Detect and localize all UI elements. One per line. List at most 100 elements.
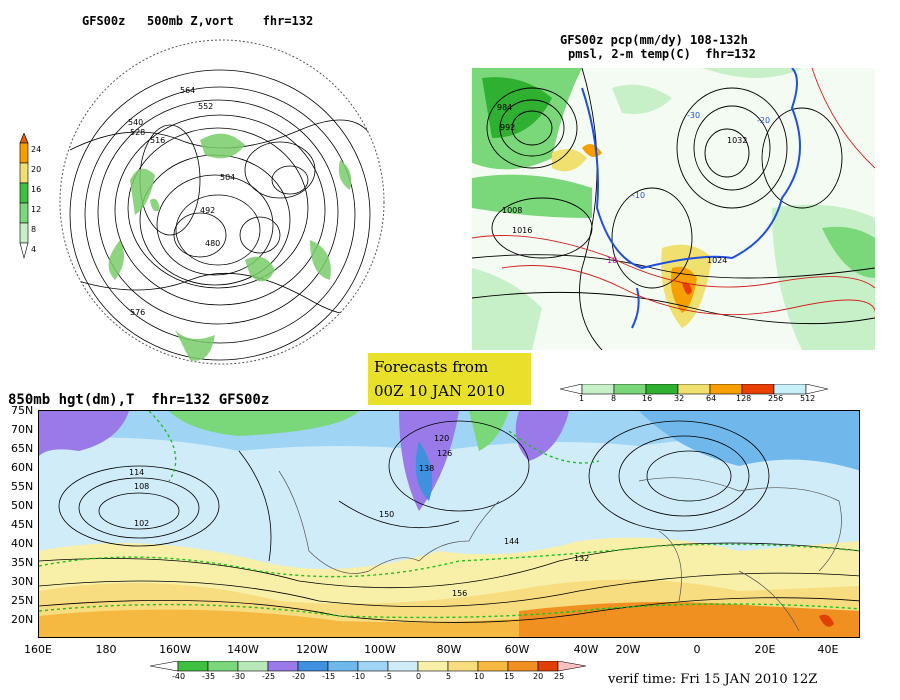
temp-tick-minus25: -25: [262, 672, 276, 681]
temp-tick-15: 15: [504, 672, 515, 681]
temperature-color-scale: -40 -35 -30 -25 -20 -15 -10 -5 0 5 10 15…: [149, 660, 590, 688]
precip-panel-title-line1: GFS00z pcp(mm/dy) 108-132h: [560, 33, 748, 47]
precip-pmsl-map[interactable]: 1008 1016 1024 1032 10 -10 -30 -20 984 9…: [472, 68, 875, 350]
h850-label-120: 120: [434, 434, 449, 443]
lat-label-60n: 60N: [11, 461, 34, 474]
freezing-line-contours: [581, 68, 801, 329]
forecast-line1: Forecasts from: [374, 358, 489, 376]
precip-color-scale: 1 8 16 32 64 128 256 512: [559, 383, 860, 407]
polar-label-528: 528: [130, 128, 145, 137]
h850-label-102: 102: [134, 519, 149, 528]
h850-label-150: 150: [379, 510, 394, 519]
temp-scale-svg: [149, 660, 587, 672]
h850-height-contours: [39, 420, 859, 623]
polar-panel-title: GFS00z 500mb Z,vort fhr=132: [82, 14, 314, 28]
polar-map-boundary: [59, 39, 385, 365]
h850-panel-title: 850mb hgt(dm),T fhr=132 GFS00z: [8, 392, 270, 408]
vort-tick-24: 24: [31, 145, 42, 154]
h850-temperature-map[interactable]: 120 126 132 138 144 150 156 114 108 102: [38, 410, 860, 638]
temp-tick-10: 10: [474, 672, 485, 681]
vort-tick-8: 8: [31, 225, 37, 234]
h850-label-132: 132: [574, 554, 589, 563]
lat-label-40n: 40N: [11, 537, 34, 550]
polar-label-504: 504: [220, 173, 235, 182]
lat-label-75n: 75N: [11, 404, 34, 417]
lon-label-180: 180: [95, 643, 117, 656]
polar-label-564: 564: [180, 86, 195, 95]
pmsl-label-1032: 1032: [727, 136, 747, 145]
temp-tick-20: 20: [533, 672, 544, 681]
pmsl-label-984: 984: [497, 103, 512, 112]
lat-label-55n: 55N: [11, 480, 34, 493]
precip-tick-256: 256: [768, 394, 784, 403]
temp-tick-0: 0: [416, 672, 422, 681]
lon-label-120w: 120W: [296, 643, 328, 656]
lon-label-20e: 20E: [754, 643, 776, 656]
h850-label-144: 144: [504, 537, 519, 546]
h850-label-114: 114: [129, 468, 144, 477]
verification-time: verif time: Fri 15 JAN 2010 12Z: [608, 672, 818, 687]
temp-tick-minus40: -40: [172, 672, 186, 681]
temp-label-minus20: -20: [757, 116, 770, 125]
lat-label-25n: 25N: [11, 594, 34, 607]
precip-contour-labels: 1008 1016 1024 1032 10 -10 -30 -20 984 9…: [497, 103, 770, 265]
precip-tick-128: 128: [736, 394, 752, 403]
lon-label-140w: 140W: [227, 643, 259, 656]
h850-coastlines: [278, 470, 842, 632]
lon-label-40e: 40E: [817, 643, 839, 656]
polar-label-516: 516: [150, 136, 165, 145]
temp-tick-minus5: -5: [384, 672, 392, 681]
precip-scale-svg: [559, 383, 829, 395]
lat-label-50n: 50N: [11, 499, 34, 512]
precip-map-svg: 1008 1016 1024 1032 10 -10 -30 -20 984 9…: [472, 68, 875, 350]
polar-contour-labels: 564 552 540 528 516 504 492 480 576: [128, 86, 235, 317]
pmsl-contours: [472, 68, 875, 350]
temp-tick-minus10: -10: [352, 672, 366, 681]
lon-label-160e: 160E: [24, 643, 52, 656]
lon-label-20w: 20W: [615, 643, 641, 656]
h850-label-126: 126: [437, 449, 452, 458]
pmsl-label-1016: 1016: [512, 226, 532, 235]
h850-contour-labels: 120 126 132 138 144 150 156 114 108 102: [129, 434, 589, 598]
h850-label-108: 108: [134, 482, 149, 491]
polar-map-svg: 564 552 540 528 516 504 492 480 576: [59, 39, 385, 365]
pmsl-label-1024: 1024: [707, 256, 727, 265]
polar-label-576: 576: [130, 308, 145, 317]
polar-label-552: 552: [198, 102, 213, 111]
lat-label-35n: 35N: [11, 556, 34, 569]
lat-label-20n: 20N: [11, 613, 34, 626]
h850-label-138: 138: [419, 464, 434, 473]
precip-tick-16: 16: [642, 394, 653, 403]
pmsl-label-1008: 1008: [502, 206, 522, 215]
precip-panel-title-line2: pmsl, 2-m temp(C) fhr=132: [568, 47, 756, 61]
lon-label-0: 0: [693, 643, 701, 656]
temperature-contours: [472, 68, 875, 318]
polar-label-540: 540: [128, 118, 143, 127]
lat-label-45n: 45N: [11, 518, 34, 531]
precip-tick-512: 512: [800, 394, 816, 403]
temp-label-minus10: -10: [632, 191, 645, 200]
precip-shading: [472, 68, 875, 350]
temp-tick-5: 5: [446, 672, 452, 681]
lon-label-160w: 160W: [159, 643, 191, 656]
vort-tick-16: 16: [31, 185, 42, 194]
lon-label-60w: 60W: [504, 643, 530, 656]
h850-label-156: 156: [452, 589, 467, 598]
vort-tick-4: 4: [31, 245, 37, 254]
forecast-init-box: Forecasts from 00Z 10 JAN 2010: [368, 353, 531, 405]
polar-label-480: 480: [205, 239, 220, 248]
precip-tick-32: 32: [674, 394, 685, 403]
h850-temperature-shading: [39, 411, 859, 637]
lat-label-30n: 30N: [11, 575, 34, 588]
lat-label-70n: 70N: [11, 423, 34, 436]
temp-tick-minus20: -20: [292, 672, 306, 681]
temp-tick-minus15: -15: [322, 672, 336, 681]
temp-tick-minus30: -30: [232, 672, 246, 681]
temp-label-minus30: -30: [687, 111, 700, 120]
polar-vorticity-map[interactable]: 564 552 540 528 516 504 492 480 576: [50, 30, 395, 375]
lon-label-40w: 40W: [573, 643, 599, 656]
h850-temperature-contours: [39, 411, 859, 619]
temp-tick-25: 25: [554, 672, 565, 681]
polar-vorticity-shading: [108, 133, 352, 361]
pmsl-label-992: 992: [500, 123, 515, 132]
